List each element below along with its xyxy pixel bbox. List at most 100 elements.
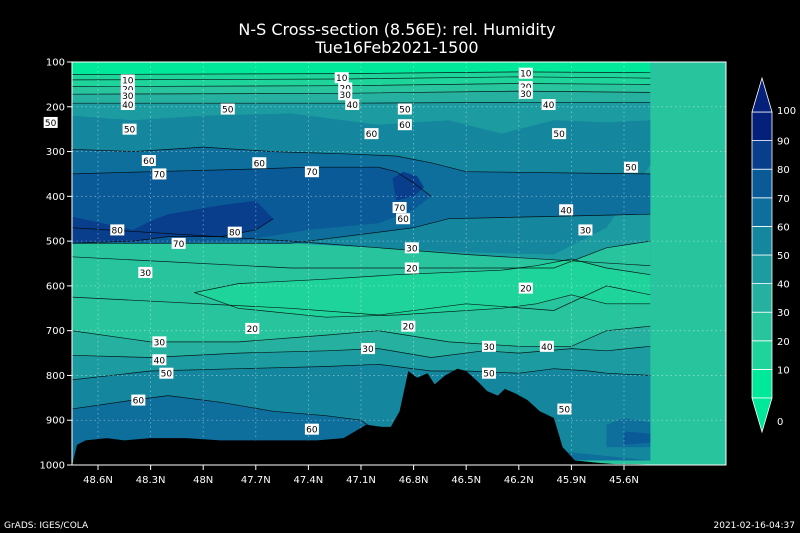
contour-label-text: 60 bbox=[254, 159, 266, 169]
contour-label: 60 bbox=[141, 155, 156, 167]
x-axis: 48.6N 48.3N 48N 47.7N 47.4N 47.1N 46.8N 46.5N 46… bbox=[83, 465, 639, 486]
terrain-silhouette bbox=[72, 368, 663, 465]
contour-label: 60 bbox=[131, 394, 146, 407]
contour-label: 40 bbox=[152, 354, 167, 366]
contour-line-1 bbox=[72, 76, 651, 81]
contour-label: 50 bbox=[397, 103, 412, 116]
x-tick-label: 46.5N bbox=[451, 475, 481, 486]
x-tick-label: 45.9N bbox=[557, 475, 587, 486]
contour-label-box bbox=[122, 123, 137, 135]
contour-label-text: 30 bbox=[154, 338, 166, 348]
colorbar-legend: 0 10 20 30 40 50 60 70 80 90 100 bbox=[751, 76, 796, 434]
contour-line-14 bbox=[72, 363, 651, 381]
contour-line-16 bbox=[194, 258, 651, 293]
contour-label-text: 60 bbox=[306, 426, 318, 436]
colorbar-segment bbox=[751, 311, 773, 342]
x-tick-label: 47.4N bbox=[294, 475, 324, 486]
contour-line-3 bbox=[72, 90, 651, 95]
contour-label: 20 bbox=[404, 262, 419, 274]
colorbar-segment bbox=[751, 368, 773, 399]
contour-label: 30 bbox=[404, 242, 419, 254]
colorbar-min-arrow bbox=[751, 397, 773, 434]
contour-label: 50 bbox=[43, 116, 58, 129]
contour-label-box bbox=[110, 224, 125, 236]
y-tick-label: 900 bbox=[46, 416, 65, 427]
y-tick-label: 1000 bbox=[40, 461, 65, 472]
contour-label-box bbox=[171, 237, 186, 249]
contour-label: 70 bbox=[304, 166, 319, 178]
contour-label-box bbox=[552, 128, 567, 140]
contour-label: 20 bbox=[401, 320, 416, 333]
contour-label-text: 50 bbox=[222, 106, 234, 116]
contour-label: 50 bbox=[557, 403, 572, 416]
contour-label-box bbox=[304, 166, 319, 178]
contour-label-box bbox=[120, 74, 135, 86]
contour-label: 40 bbox=[120, 99, 135, 111]
contour-label: 30 bbox=[338, 89, 353, 101]
contour-label-text: 70 bbox=[173, 240, 185, 250]
contour-label: 30 bbox=[578, 224, 593, 236]
x-tick-label: 46.2N bbox=[504, 475, 534, 486]
contour-label-text: 40 bbox=[154, 356, 166, 366]
colorbar-label: 20 bbox=[777, 337, 790, 348]
contour-label-box bbox=[397, 119, 412, 131]
y-tick-label: 400 bbox=[46, 192, 65, 203]
contour-label: 50 bbox=[220, 103, 235, 116]
contour-label: 70 bbox=[171, 237, 186, 250]
humidity-band-3 bbox=[72, 91, 651, 104]
contour-label-box bbox=[120, 83, 135, 95]
contour-label-text: 60 bbox=[399, 121, 411, 131]
colorbar-segment bbox=[751, 340, 773, 370]
contour-label-text: 30 bbox=[520, 90, 532, 100]
contour-line-17 bbox=[194, 292, 651, 318]
contour-label-box bbox=[245, 322, 260, 334]
footer-left: GrADS: IGES/COLA bbox=[4, 521, 89, 531]
contour-label-box bbox=[541, 99, 556, 111]
contour-label-text: 30 bbox=[140, 269, 152, 279]
contour-label: 50 bbox=[624, 161, 639, 174]
colorbar-segment bbox=[751, 111, 773, 142]
colorbar-segment bbox=[751, 283, 773, 313]
contour-label-text: 30 bbox=[483, 343, 495, 353]
contour-label: 10 bbox=[518, 67, 533, 80]
contour-label-text: 30 bbox=[362, 345, 374, 355]
colorbar-segment bbox=[751, 197, 773, 227]
contour-label-box bbox=[539, 340, 554, 352]
contour-label-box bbox=[304, 423, 319, 435]
contour-label-box bbox=[481, 367, 496, 379]
contour-label-text: 10 bbox=[122, 76, 134, 86]
contour-label: 30 bbox=[481, 340, 496, 353]
contour-label-box bbox=[141, 155, 156, 167]
colorbar-label: 30 bbox=[777, 308, 790, 319]
contour-label-box bbox=[338, 89, 353, 101]
contour-line-2 bbox=[72, 83, 651, 87]
contour-label: 30 bbox=[152, 336, 167, 348]
contour-label-text: 80 bbox=[229, 229, 241, 239]
contour-label-text: 50 bbox=[399, 106, 411, 116]
contour-label-box bbox=[578, 224, 593, 236]
contour-label-text: 30 bbox=[580, 226, 592, 236]
x-tick-label: 48.6N bbox=[83, 475, 113, 486]
plot-area bbox=[71, 61, 727, 466]
contour-line-10 bbox=[72, 240, 651, 269]
x-tick-label: 48.3N bbox=[136, 475, 166, 486]
contour-label-box bbox=[220, 103, 235, 115]
contour-label-text: 50 bbox=[625, 164, 637, 174]
colorbar-label: 70 bbox=[777, 194, 790, 205]
contour-label-text: 50 bbox=[559, 406, 571, 416]
contour-label-box bbox=[404, 242, 419, 254]
contour-label-box bbox=[159, 367, 174, 379]
contour-label-text: 10 bbox=[520, 70, 532, 80]
contour-label-box bbox=[518, 87, 533, 99]
contour-label: 20 bbox=[245, 322, 260, 335]
contour-label-text: 60 bbox=[366, 130, 378, 140]
contour-label-text: 50 bbox=[124, 126, 136, 136]
contour-label: 60 bbox=[396, 213, 411, 225]
contour-label: 60 bbox=[364, 128, 379, 140]
colorbar-label: 100 bbox=[777, 106, 796, 117]
contour-label-box bbox=[396, 213, 411, 225]
contour-label-text: 70 bbox=[394, 204, 406, 214]
contour-label-box bbox=[338, 82, 353, 94]
colorbar-label: 0 bbox=[777, 417, 783, 428]
contour-label-box bbox=[404, 262, 419, 274]
